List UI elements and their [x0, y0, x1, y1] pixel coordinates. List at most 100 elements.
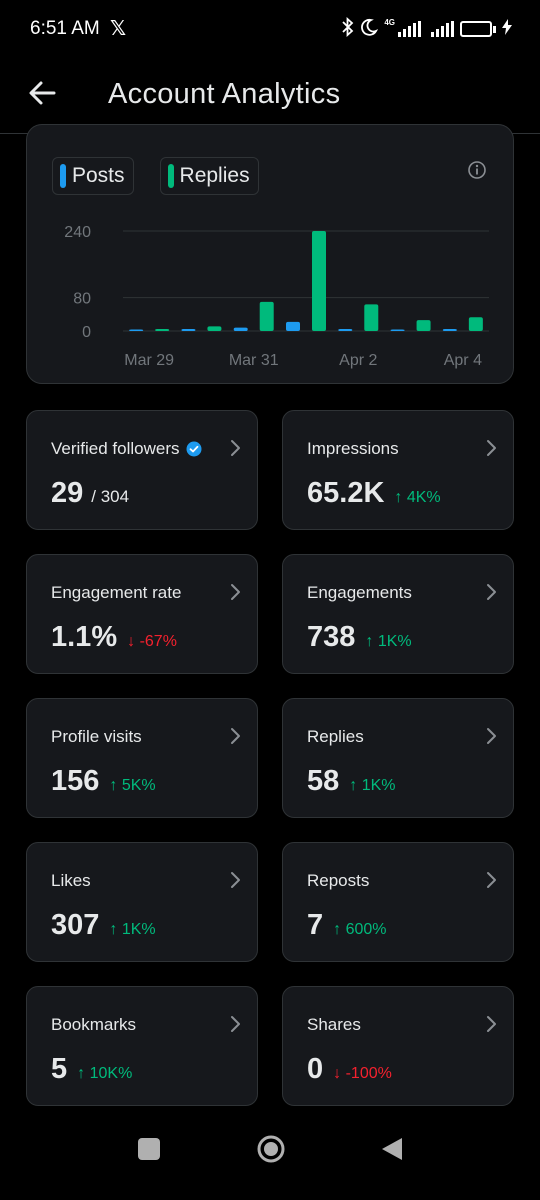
x-tick-label: Apr 2 [339, 352, 377, 369]
stat-change: ↑ 10K% [77, 1065, 132, 1082]
chevron-right-icon [229, 869, 243, 891]
trend-up-arrow-icon: ↑ [394, 489, 403, 506]
stat-label: Replies [307, 727, 364, 747]
bar-posts-1 [181, 329, 196, 331]
trend-up-arrow-icon: ↑ [333, 921, 342, 938]
bar-posts-6 [442, 329, 457, 331]
stat-change: ↑ 1K% [365, 633, 411, 650]
stat-value: 5 ↑ 10K% [51, 1053, 132, 1086]
stat-label: Engagement rate [51, 583, 181, 603]
chevron-right-icon [229, 725, 243, 747]
x-logo-icon: 𝕏 [110, 18, 127, 40]
bluetooth-icon [342, 16, 354, 41]
stat-change-value: 1K% [377, 633, 412, 650]
stat-value-number: 1.1% [51, 621, 118, 653]
chevron-right-icon [485, 725, 499, 747]
stat-change-value: 1K% [121, 921, 156, 938]
stat-card-reposts[interactable]: Reposts 7 ↑ 600% [282, 842, 514, 962]
stat-card-replies[interactable]: Replies 58 ↑ 1K% [282, 698, 514, 818]
stat-card-engagement-rate[interactable]: Engagement rate 1.1% ↓ -67% [26, 554, 258, 674]
stat-change-value: 5K% [121, 777, 156, 794]
trend-up-arrow-icon: ↑ [349, 777, 358, 794]
chevron-right-icon [485, 869, 499, 891]
battery-icon: 94 [460, 21, 492, 37]
stat-card-impressions[interactable]: Impressions 65.2K ↑ 4K% [282, 410, 514, 530]
info-icon[interactable] [467, 160, 487, 180]
back-arrow-icon[interactable] [28, 78, 58, 108]
trend-up-arrow-icon: ↑ [109, 921, 118, 938]
status-time: 6:51 AM [30, 18, 100, 39]
stat-value-number: 29 [51, 477, 84, 509]
bar-replies-5 [416, 320, 431, 331]
chevron-right-icon [229, 437, 243, 459]
x-tick-label: Apr 4 [444, 352, 482, 369]
stat-label-text: Likes [51, 871, 91, 890]
stat-change-value: -100% [345, 1065, 392, 1082]
y-tick-label: 240 [64, 224, 91, 241]
status-bar: 6:51 AM 𝕏 4G 94 [0, 0, 540, 62]
stat-label-text: Bookmarks [51, 1015, 137, 1034]
stat-change-value: 600% [345, 921, 387, 938]
battery-level: 94 [469, 23, 483, 35]
stat-card-bookmarks[interactable]: Bookmarks 5 ↑ 10K% [26, 986, 258, 1106]
page-title: Account Analytics [108, 78, 341, 110]
status-icons: 4G 94 [342, 16, 512, 41]
stat-change: ↑ 5K% [109, 777, 155, 794]
moon-icon [360, 18, 379, 40]
stat-value: 307 ↑ 1K% [51, 909, 156, 942]
stat-label-text: Replies [307, 727, 364, 746]
y-tick-label: 0 [82, 324, 91, 341]
stat-label-text: Engagements [307, 583, 412, 602]
bar-replies-6 [468, 317, 483, 331]
stat-value: 156 ↑ 5K% [51, 765, 156, 798]
stat-change-value: 4K% [406, 489, 441, 506]
chevron-right-icon [485, 1013, 499, 1035]
x-tick-label: Mar 31 [229, 352, 279, 369]
stat-label: Reposts [307, 871, 369, 891]
chevron-right-icon [229, 1013, 243, 1035]
network-type: 4G [384, 18, 395, 27]
recent-apps-icon[interactable] [138, 1138, 160, 1160]
stat-card-shares[interactable]: Shares 0 ↓ -100% [282, 986, 514, 1106]
bar-replies-4 [364, 304, 379, 331]
signal-icon-2 [431, 21, 454, 37]
legend-replies-label: Replies [179, 164, 250, 187]
bar-posts-3 [286, 321, 300, 331]
stat-value: 58 ↑ 1K% [307, 765, 396, 798]
stat-value: 29 / 304 [51, 477, 129, 510]
stat-card-verified-followers[interactable]: Verified followers 29 / 304 [26, 410, 258, 530]
trend-down-arrow-icon: ↓ [127, 633, 136, 650]
nav-back-icon[interactable] [380, 1136, 404, 1162]
stat-change: ↑ 1K% [349, 777, 395, 794]
stat-card-engagements[interactable]: Engagements 738 ↑ 1K% [282, 554, 514, 674]
stat-label: Likes [51, 871, 91, 891]
stat-change: ↑ 4K% [394, 489, 440, 506]
stat-label-text: Reposts [307, 871, 370, 890]
stat-card-likes[interactable]: Likes 307 ↑ 1K% [26, 842, 258, 962]
stat-card-profile-visits[interactable]: Profile visits 156 ↑ 5K% [26, 698, 258, 818]
battery-tip [493, 25, 496, 33]
stat-change: ↑ 1K% [109, 921, 155, 938]
bar-replies-3 [312, 231, 326, 331]
legend-posts[interactable]: Posts [52, 157, 134, 195]
stat-change: ↓ -67% [127, 633, 177, 650]
bar-posts-2 [233, 327, 248, 331]
stat-value-number: 0 [307, 1053, 324, 1085]
legend-posts-label: Posts [72, 164, 125, 187]
trend-up-arrow-icon: ↑ [365, 633, 374, 650]
bar-posts-4 [338, 329, 353, 331]
stat-value-number: 156 [51, 765, 100, 797]
legend-replies[interactable]: Replies [159, 157, 259, 195]
stat-change-value: 10K% [89, 1065, 133, 1082]
trend-up-arrow-icon: ↑ [109, 777, 118, 794]
stat-value-number: 7 [307, 909, 324, 941]
stat-value-number: 58 [307, 765, 340, 797]
stat-label: Profile visits [51, 727, 142, 747]
x-tick-label: Mar 29 [124, 352, 174, 369]
chevron-right-icon [485, 581, 499, 603]
bar-posts-0 [129, 329, 144, 331]
stat-change-value: -67% [139, 633, 177, 650]
y-tick-label: 80 [73, 291, 91, 308]
verified-badge-icon [186, 441, 202, 457]
home-icon[interactable] [256, 1134, 286, 1164]
